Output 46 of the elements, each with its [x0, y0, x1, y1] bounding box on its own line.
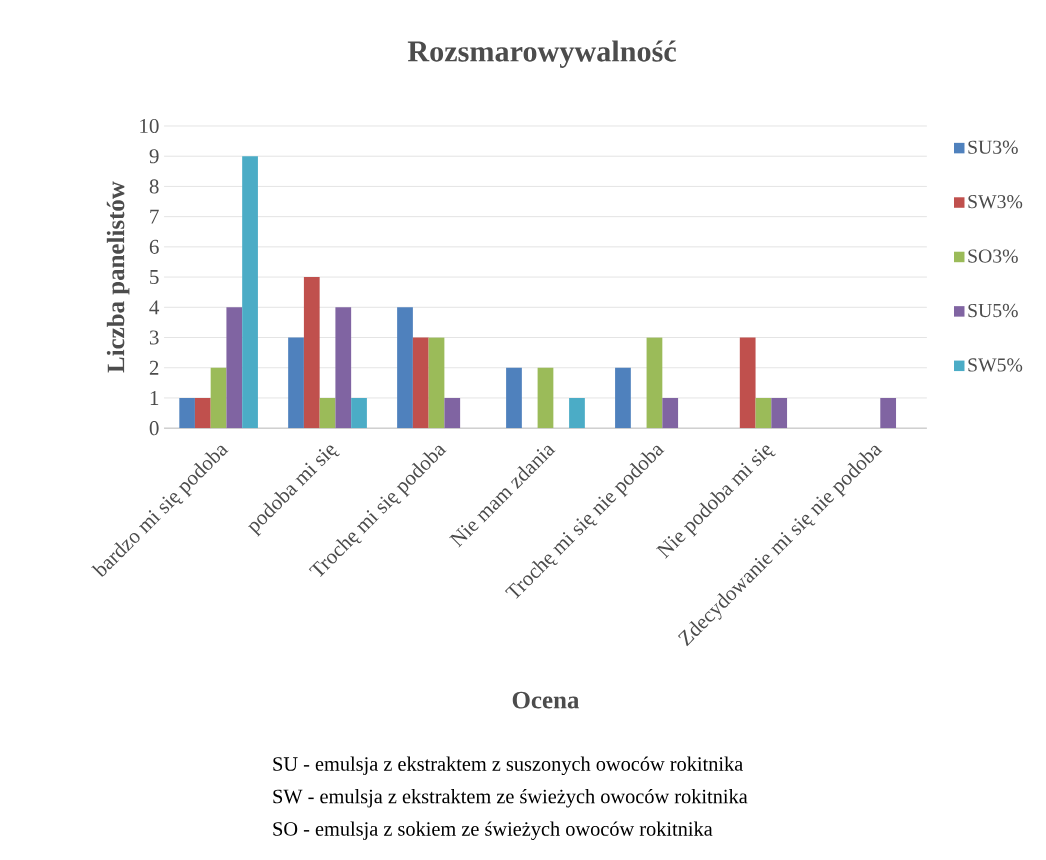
legend-label: SW5% [968, 358, 1023, 372]
bar [537, 367, 554, 429]
y-axis-title: Liczba panelistów [106, 181, 130, 373]
y-tick-label: 7 [150, 209, 159, 224]
bar [412, 337, 429, 429]
text: SW - emulsja z ekstraktem ze świeżych owoców rokitnika [273, 788, 748, 808]
bar [444, 397, 461, 429]
bar [319, 397, 336, 429]
bar [755, 397, 772, 429]
y-tick-label: 0 [149, 420, 159, 436]
y-tick-label: 8 [149, 179, 159, 194]
bar [615, 367, 631, 429]
bar [210, 367, 227, 429]
bar [335, 307, 352, 429]
bar [506, 367, 522, 429]
legend-label: SO3% [968, 249, 1018, 263]
bar [194, 397, 211, 429]
bar [226, 307, 243, 429]
bar [771, 397, 788, 429]
y-tick-label: 9 [149, 149, 159, 164]
bar [646, 337, 663, 429]
legend-label: SU5% [968, 303, 1018, 318]
bar [303, 276, 320, 429]
bar [662, 397, 679, 429]
text: SU - emulsja z ekstraktem z suszonych owoców rokitnika [273, 756, 743, 775]
bar [179, 397, 195, 429]
bar [569, 397, 585, 429]
text: SO - emulsja z sokiem ze świeżych owoców rokitnika [273, 821, 713, 840]
x-axis-title: Ocena [512, 691, 580, 709]
legend-label: SU3% [968, 140, 1018, 154]
y-tick-label: 4 [149, 300, 160, 315]
bar [242, 156, 258, 429]
y-tick-label: 1 [150, 390, 159, 405]
y-tick-label: 5 [150, 269, 159, 284]
bar [739, 337, 756, 429]
bar [428, 337, 445, 429]
chart-title: Rozsmarowywalność [407, 40, 676, 68]
bar [397, 307, 413, 429]
y-tick-label: 3 [149, 330, 159, 345]
legend-label: SW3% [968, 194, 1023, 209]
bar [351, 397, 367, 429]
y-tick-label: 2 [149, 360, 159, 375]
bar [288, 337, 304, 429]
y-tick-label: 6 [149, 239, 159, 254]
bar [880, 397, 897, 429]
y-tick-label: 10 [140, 118, 159, 133]
